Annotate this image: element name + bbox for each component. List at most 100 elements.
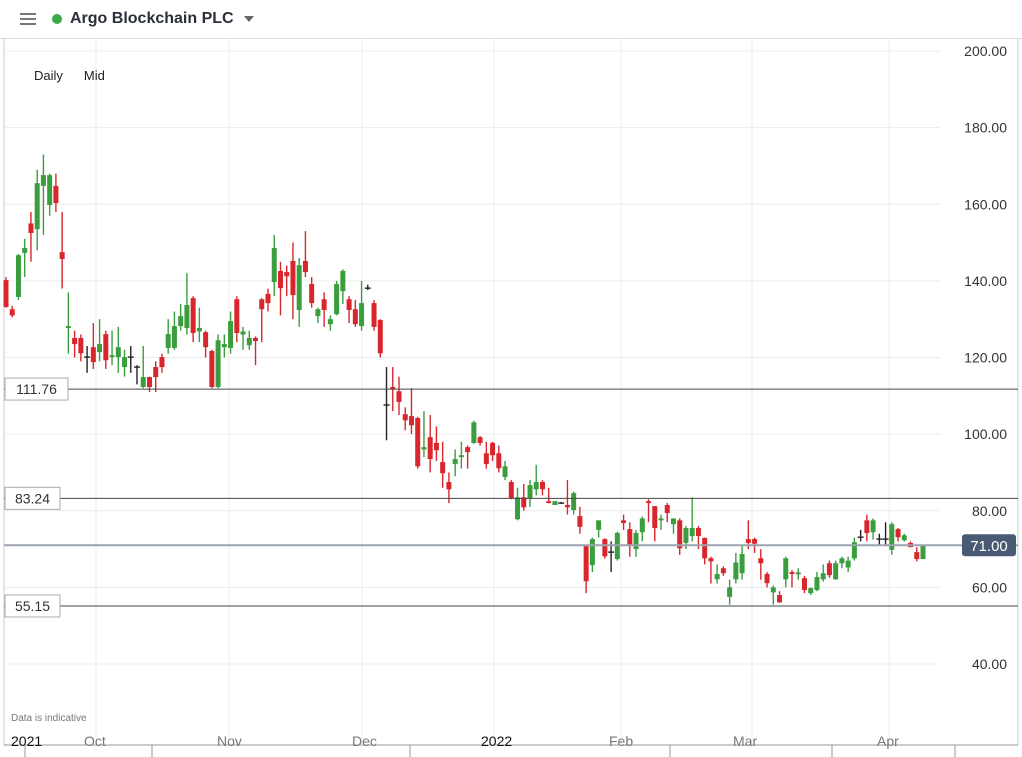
- candle[interactable]: [789, 570, 795, 588]
- candle[interactable]: [415, 416, 421, 469]
- candle[interactable]: [689, 497, 695, 542]
- candle[interactable]: [228, 311, 234, 354]
- candle[interactable]: [352, 300, 358, 327]
- candle[interactable]: [876, 533, 883, 546]
- candle[interactable]: [483, 441, 489, 469]
- candle[interactable]: [889, 522, 895, 555]
- candle[interactable]: [564, 480, 570, 515]
- instrument-title[interactable]: Argo Blockchain PLC: [70, 10, 234, 27]
- candle[interactable]: [171, 311, 177, 350]
- candle[interactable]: [508, 480, 514, 500]
- candle[interactable]: [84, 346, 91, 373]
- candle[interactable]: [739, 545, 745, 580]
- candle[interactable]: [571, 491, 577, 515]
- candle[interactable]: [539, 480, 545, 496]
- candle[interactable]: [901, 533, 907, 542]
- candle[interactable]: [271, 234, 277, 297]
- price-type-selector[interactable]: Mid: [83, 68, 105, 83]
- candle[interactable]: [801, 575, 807, 594]
- candle[interactable]: [583, 545, 589, 594]
- candle[interactable]: [165, 319, 171, 354]
- candle[interactable]: [857, 529, 864, 542]
- candle[interactable]: [895, 527, 901, 542]
- candle[interactable]: [234, 296, 240, 343]
- candle[interactable]: [427, 414, 433, 473]
- candle[interactable]: [284, 265, 290, 297]
- candle[interactable]: [72, 330, 78, 358]
- candle[interactable]: [321, 292, 327, 327]
- candle[interactable]: [814, 572, 820, 592]
- candle[interactable]: [109, 330, 115, 366]
- candle[interactable]: [658, 514, 664, 530]
- candle[interactable]: [864, 514, 870, 542]
- candle[interactable]: [558, 501, 565, 504]
- candle[interactable]: [402, 407, 408, 431]
- candle[interactable]: [546, 487, 552, 504]
- candle[interactable]: [221, 334, 227, 358]
- candle[interactable]: [433, 426, 439, 461]
- candle[interactable]: [720, 566, 726, 576]
- candle[interactable]: [203, 330, 209, 358]
- caret-down-icon[interactable]: [243, 16, 254, 22]
- candle[interactable]: [440, 441, 446, 488]
- candle[interactable]: [396, 376, 402, 415]
- candle[interactable]: [134, 365, 140, 385]
- candle[interactable]: [215, 334, 221, 389]
- candle[interactable]: [78, 334, 84, 362]
- candle[interactable]: [477, 436, 483, 446]
- candle[interactable]: [490, 441, 496, 461]
- candle[interactable]: [40, 154, 46, 235]
- candle[interactable]: [533, 464, 539, 496]
- candle[interactable]: [914, 547, 920, 562]
- candle[interactable]: [727, 579, 733, 605]
- candle[interactable]: [327, 315, 333, 331]
- candle[interactable]: [602, 538, 608, 559]
- candle[interactable]: [383, 367, 390, 441]
- candle[interactable]: [277, 261, 283, 316]
- candle[interactable]: [708, 556, 714, 584]
- candle[interactable]: [733, 552, 739, 584]
- candle[interactable]: [159, 353, 165, 373]
- candle[interactable]: [315, 307, 321, 324]
- candle[interactable]: [97, 319, 103, 362]
- candle[interactable]: [652, 506, 658, 542]
- candle[interactable]: [377, 319, 383, 358]
- candle[interactable]: [627, 522, 633, 557]
- candle[interactable]: [246, 330, 252, 350]
- candle[interactable]: [28, 211, 34, 262]
- candle[interactable]: [833, 560, 839, 580]
- candle[interactable]: [758, 549, 764, 580]
- candle[interactable]: [9, 305, 15, 318]
- candle[interactable]: [209, 349, 215, 389]
- candle[interactable]: [253, 336, 259, 366]
- candle[interactable]: [302, 231, 308, 278]
- candle[interactable]: [15, 254, 21, 301]
- candle[interactable]: [471, 420, 477, 444]
- candle[interactable]: [920, 545, 926, 560]
- candle[interactable]: [59, 211, 65, 289]
- candle[interactable]: [839, 556, 845, 569]
- candle[interactable]: [90, 323, 96, 369]
- candle[interactable]: [527, 480, 533, 507]
- candle[interactable]: [870, 518, 876, 540]
- candle[interactable]: [178, 303, 184, 331]
- candle[interactable]: [65, 292, 71, 354]
- candle[interactable]: [127, 346, 134, 373]
- candle[interactable]: [140, 346, 146, 389]
- candle[interactable]: [851, 537, 857, 561]
- candle[interactable]: [621, 514, 627, 530]
- candle[interactable]: [826, 560, 832, 578]
- candle[interactable]: [196, 307, 202, 343]
- candle[interactable]: [496, 445, 502, 473]
- candle[interactable]: [408, 388, 414, 435]
- candle[interactable]: [190, 296, 196, 343]
- candle[interactable]: [340, 269, 346, 304]
- candle[interactable]: [22, 238, 28, 278]
- candle[interactable]: [371, 300, 377, 331]
- candle[interactable]: [364, 284, 371, 291]
- candle[interactable]: [265, 288, 271, 312]
- candle[interactable]: [146, 376, 152, 392]
- candle[interactable]: [777, 591, 783, 603]
- candle[interactable]: [421, 411, 427, 458]
